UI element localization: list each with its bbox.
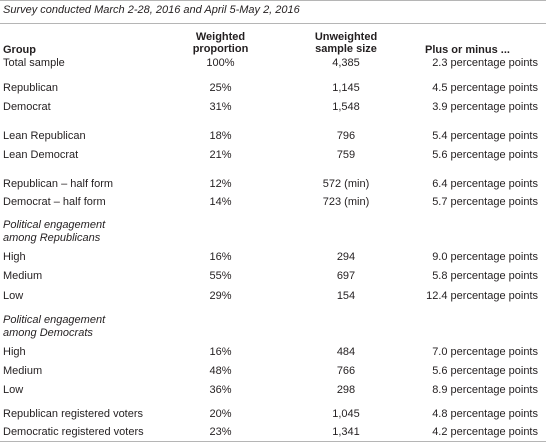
cell-group: Low bbox=[3, 384, 24, 396]
table-row: Democrat – half form 14% 723 (min) 5.7 p… bbox=[0, 195, 546, 209]
cell-moe: 4.2 percentage points bbox=[432, 426, 538, 438]
cell-sample: 4,385 bbox=[332, 57, 360, 69]
cell-group: Republican bbox=[3, 82, 59, 94]
cell-moe: 4.5 percentage points bbox=[432, 82, 538, 94]
header-margin-of-error: Plus or minus ... bbox=[425, 44, 510, 56]
cell-moe: 5.4 percentage points bbox=[432, 130, 538, 142]
cell-sample: 484 bbox=[336, 346, 356, 358]
cell-weighted: 16% bbox=[209, 346, 232, 358]
cell-weighted: 20% bbox=[209, 408, 232, 420]
section-heading-line2: among Democrats bbox=[3, 327, 93, 339]
table-row: High 16% 484 7.0 percentage points bbox=[0, 345, 546, 359]
cell-weighted: 14% bbox=[209, 196, 232, 208]
cell-sample: 759 bbox=[336, 149, 356, 161]
header-weighted-line2: proportion bbox=[192, 43, 249, 55]
cell-moe: 12.4 percentage points bbox=[426, 290, 538, 302]
cell-moe: 2.3 percentage points bbox=[432, 57, 538, 69]
caption-divider bbox=[0, 23, 546, 24]
cell-group: High bbox=[3, 346, 26, 358]
cell-weighted: 55% bbox=[209, 270, 232, 282]
header-sample-size: Unweighted sample size bbox=[305, 31, 387, 55]
header-weighted-proportion: Weighted proportion bbox=[187, 31, 254, 55]
cell-sample: 1,341 bbox=[332, 426, 360, 438]
cell-weighted: 29% bbox=[209, 290, 232, 302]
cell-moe: 7.0 percentage points bbox=[432, 346, 538, 358]
cell-weighted: 100% bbox=[206, 57, 235, 69]
cell-group: Medium bbox=[3, 270, 43, 282]
cell-sample: 697 bbox=[336, 270, 356, 282]
cell-weighted: 31% bbox=[209, 101, 232, 113]
table-row: Republican 25% 1,145 4.5 percentage poin… bbox=[0, 81, 546, 95]
header-group: Group bbox=[3, 44, 36, 56]
table-row: Democratic registered voters 23% 1,341 4… bbox=[0, 425, 546, 439]
cell-moe: 4.8 percentage points bbox=[432, 408, 538, 420]
cell-moe: 5.6 percentage points bbox=[432, 365, 538, 377]
table-row: High 16% 294 9.0 percentage points bbox=[0, 250, 546, 264]
cell-group: High bbox=[3, 251, 26, 263]
table-row: Democrat 31% 1,548 3.9 percentage points bbox=[0, 100, 546, 114]
cell-weighted: 12% bbox=[209, 178, 232, 190]
section-heading-line1: Political engagement bbox=[3, 314, 106, 326]
cell-sample: 796 bbox=[336, 130, 356, 142]
cell-sample: 1,045 bbox=[332, 408, 360, 420]
section-heading-republicans: Political engagement among Republicans bbox=[3, 219, 105, 245]
table-row: Medium 55% 697 5.8 percentage points bbox=[0, 269, 546, 283]
cell-group: Republican – half form bbox=[3, 178, 114, 190]
cell-moe: 5.7 percentage points bbox=[432, 196, 538, 208]
cell-sample: 572 (min) bbox=[322, 178, 370, 190]
cell-group: Republican registered voters bbox=[3, 408, 144, 420]
cell-sample: 1,145 bbox=[332, 82, 360, 94]
header-weighted-line1: Weighted bbox=[195, 31, 246, 43]
cell-weighted: 16% bbox=[209, 251, 232, 263]
cell-moe: 6.4 percentage points bbox=[432, 178, 538, 190]
section-heading-line1: Political engagement bbox=[3, 219, 106, 231]
table-row: Total sample 100% 4,385 2.3 percentage p… bbox=[0, 56, 546, 70]
cell-group: Total sample bbox=[3, 57, 65, 69]
section-heading-democrats: Political engagement among Democrats bbox=[3, 314, 105, 340]
table-row: Lean Republican 18% 796 5.4 percentage p… bbox=[0, 129, 546, 143]
cell-group: Democrat bbox=[3, 101, 51, 113]
section-heading-line2: among Republicans bbox=[3, 232, 101, 244]
cell-sample: 766 bbox=[336, 365, 356, 377]
table-row: Medium 48% 766 5.6 percentage points bbox=[0, 364, 546, 378]
cell-group: Democratic registered voters bbox=[3, 426, 144, 438]
cell-group: Lean Democrat bbox=[3, 149, 79, 161]
cell-moe: 5.8 percentage points bbox=[432, 270, 538, 282]
top-rule bbox=[0, 0, 546, 1]
cell-moe: 3.9 percentage points bbox=[432, 101, 538, 113]
cell-group: Low bbox=[3, 290, 24, 302]
cell-sample: 154 bbox=[336, 290, 356, 302]
cell-weighted: 48% bbox=[209, 365, 232, 377]
cell-moe: 5.6 percentage points bbox=[432, 149, 538, 161]
cell-sample: 1,548 bbox=[332, 101, 360, 113]
table-row: Republican registered voters 20% 1,045 4… bbox=[0, 407, 546, 421]
cell-weighted: 36% bbox=[209, 384, 232, 396]
table-row: Low 29% 154 12.4 percentage points bbox=[0, 289, 546, 303]
cell-weighted: 21% bbox=[209, 149, 232, 161]
cell-group: Lean Republican bbox=[3, 130, 86, 142]
cell-sample: 294 bbox=[336, 251, 356, 263]
cell-sample: 723 (min) bbox=[322, 196, 370, 208]
table-row: Lean Democrat 21% 759 5.6 percentage poi… bbox=[0, 148, 546, 162]
cell-group: Democrat – half form bbox=[3, 196, 106, 208]
cell-group: Medium bbox=[3, 365, 43, 377]
cell-sample: 298 bbox=[336, 384, 356, 396]
table-row: Low 36% 298 8.9 percentage points bbox=[0, 383, 546, 397]
cell-weighted: 23% bbox=[209, 426, 232, 438]
header-sample-line1: Unweighted bbox=[314, 31, 378, 43]
cell-moe: 9.0 percentage points bbox=[432, 251, 538, 263]
cell-weighted: 25% bbox=[209, 82, 232, 94]
cell-weighted: 18% bbox=[209, 130, 232, 142]
header-sample-line2: sample size bbox=[315, 43, 377, 55]
cell-moe: 8.9 percentage points bbox=[432, 384, 538, 396]
table-row: Republican – half form 12% 572 (min) 6.4… bbox=[0, 177, 546, 191]
table-caption: Survey conducted March 2-28, 2016 and Ap… bbox=[3, 4, 300, 16]
